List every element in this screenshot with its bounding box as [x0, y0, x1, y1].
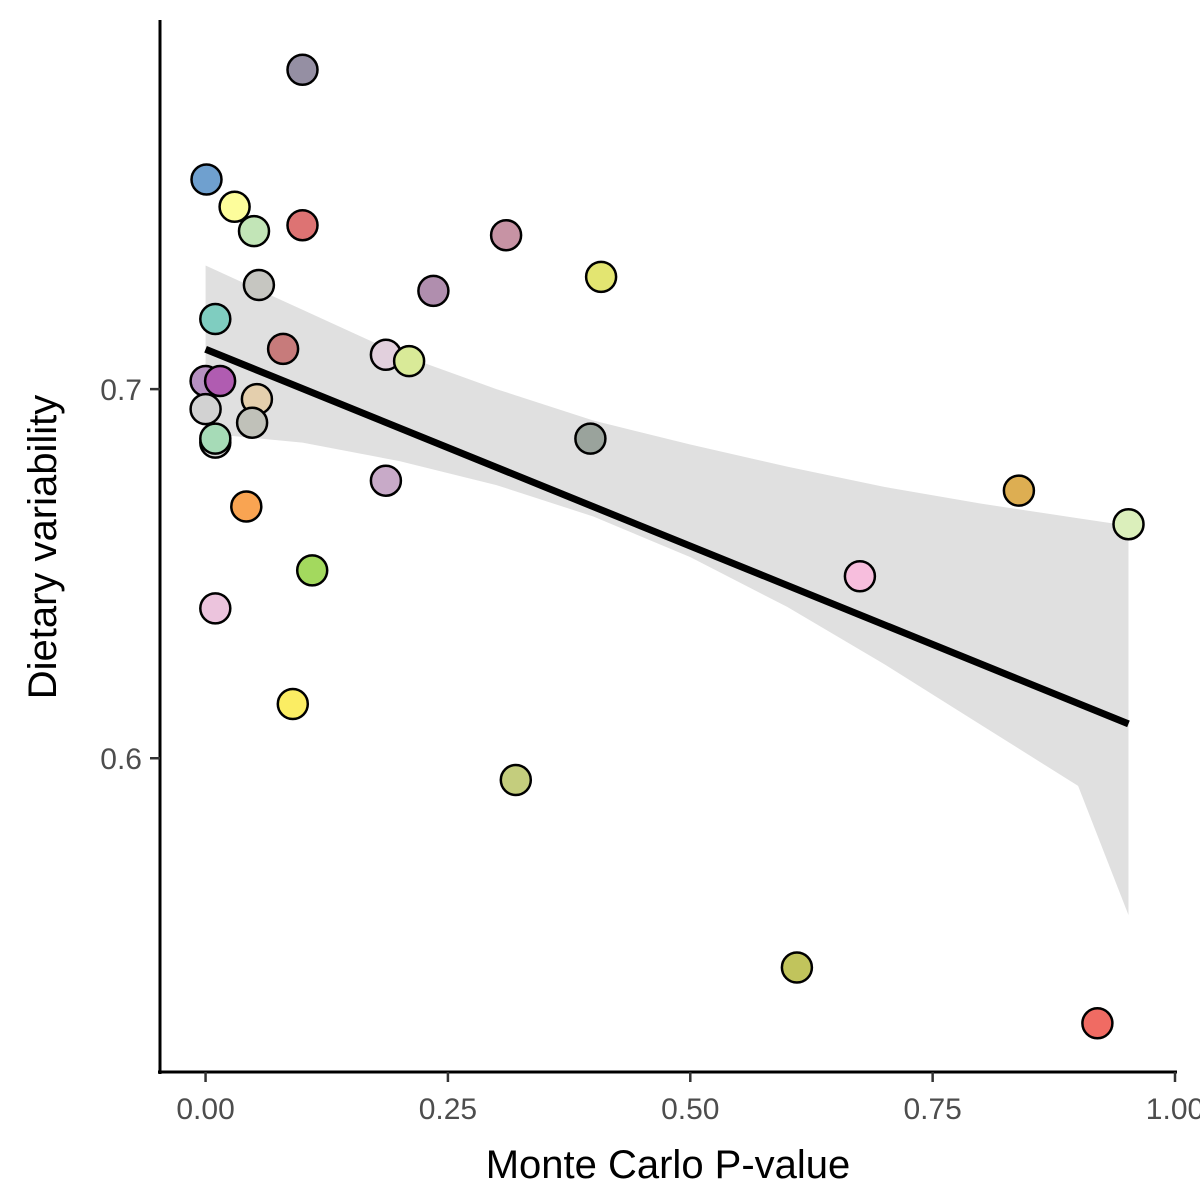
data-point	[369, 464, 403, 497]
y-axis-title: Dietary variability	[21, 395, 65, 700]
x-tick-label: 0.00	[176, 1093, 234, 1126]
trend-line	[204, 346, 1130, 728]
data-point	[286, 208, 319, 242]
data-point	[780, 951, 814, 984]
data-point	[1002, 474, 1036, 507]
data-point	[843, 560, 877, 593]
data-point	[584, 260, 618, 294]
data-point	[230, 490, 263, 523]
data-point	[266, 332, 300, 366]
data-point	[574, 422, 607, 455]
x-tick-label: 0.50	[661, 1093, 719, 1126]
data-point	[417, 274, 450, 308]
data-point	[392, 344, 426, 378]
data-point	[237, 214, 271, 248]
x-tick-label: 1.00	[1146, 1093, 1200, 1126]
data-point	[489, 218, 523, 252]
data-point	[218, 190, 251, 224]
data-points	[189, 53, 1145, 1040]
data-point	[235, 406, 269, 439]
x-axis-title: Monte Carlo P-value	[486, 1143, 851, 1187]
x-tick-label: 0.25	[419, 1093, 477, 1126]
data-point	[199, 302, 232, 336]
data-point	[203, 364, 237, 398]
data-point	[199, 422, 232, 455]
data-point	[499, 763, 533, 797]
y-tick-label: 0.7	[100, 374, 142, 407]
data-point	[199, 592, 232, 625]
confidence-band	[205, 265, 1129, 916]
x-tick-label: 0.75	[903, 1093, 961, 1126]
data-point	[190, 163, 223, 196]
data-point	[295, 554, 329, 587]
data-point	[286, 53, 319, 87]
y-axis-ticks: 0.6 0.7	[100, 374, 160, 776]
data-point	[1112, 507, 1145, 541]
x-axis-ticks: 0.00 0.25 0.50 0.75 1.00	[176, 1072, 1200, 1126]
y-tick-label: 0.6	[100, 743, 142, 776]
data-point	[276, 687, 310, 721]
data-point	[1081, 1007, 1114, 1040]
data-point	[242, 268, 276, 302]
data-point	[189, 392, 222, 426]
